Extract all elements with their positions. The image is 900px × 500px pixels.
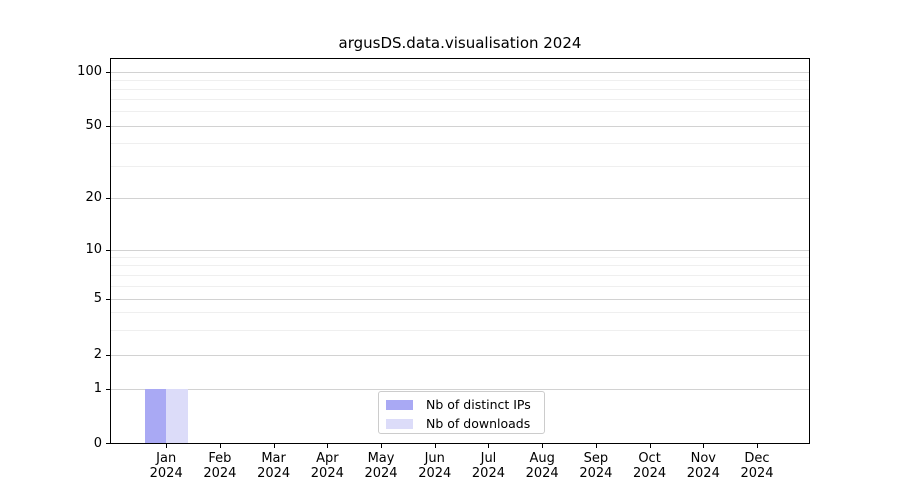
legend-row: Nb of downloads [379,414,544,433]
gridline-major [111,298,809,300]
x-tick-label-year: 2024 [364,466,398,481]
x-tick-mark [327,444,329,448]
x-tick-label: Aug 2024 [502,451,582,481]
x-tick-label: Apr 2024 [287,451,367,481]
gridline-minor [111,312,809,314]
y-tick-mark [106,388,111,390]
gridline-major [111,197,809,199]
bar-nb-of-distinct-ips-jan [144,389,167,443]
x-tick-label: May 2024 [341,451,421,481]
gridline-minor [111,111,809,113]
x-tick-label-year: 2024 [310,466,344,481]
x-tick-label: Dec 2024 [717,451,797,481]
x-tick-label: Feb 2024 [180,451,260,481]
x-tick-mark [703,444,705,448]
x-tick-label: Nov 2024 [663,451,743,481]
legend-label: Nb of distinct IPs [426,396,531,412]
x-tick-label-year: 2024 [633,466,667,481]
x-tick-label-year: 2024 [525,466,559,481]
x-tick-label-month: May [367,451,395,466]
y-tick-label: 2 [93,347,102,362]
legend-label: Nb of downloads [426,415,531,431]
gridline-major [111,125,809,127]
y-tick-label: 5 [93,291,102,306]
y-tick-mark [106,71,111,73]
x-tick-mark [434,444,436,448]
gridline-minor [111,256,809,258]
y-tick-label: 10 [85,242,102,257]
x-tick-mark [166,444,168,448]
y-tick-mark [106,354,111,356]
x-tick-label-year: 2024 [149,466,183,481]
legend: Nb of distinct IPs Nb of downloads [378,391,545,434]
y-tick-label: 50 [85,118,102,133]
x-tick-label: Oct 2024 [610,451,690,481]
x-tick-label: Jun 2024 [395,451,475,481]
gridline-minor [111,88,809,90]
x-tick-label-month: Mar [261,451,286,466]
bar-nb-of-downloads-jan [166,389,188,443]
y-tick-mark [106,249,111,251]
legend-swatch-nb-of-distinct-ips [386,399,413,410]
x-tick-label: Jul 2024 [448,451,528,481]
x-tick-mark [381,444,383,448]
x-tick-label-month: Apr [316,451,339,466]
chart-title: argusDS.data.visualisation 2024 [338,34,582,52]
gridline-minor [111,329,809,331]
gridline-major [111,71,809,73]
gridline-minor [111,265,809,267]
x-tick-label-year: 2024 [203,466,237,481]
x-tick-label-month: Dec [744,451,770,466]
y-tick-label: 20 [85,190,102,205]
x-tick-label-month: Feb [208,451,232,466]
y-tick-label: 100 [77,64,102,79]
x-tick-label-month: Oct [638,451,661,466]
y-tick-mark [106,298,111,300]
x-tick-label-year: 2024 [471,466,505,481]
x-tick-mark [219,444,221,448]
x-tick-mark [649,444,651,448]
x-tick-mark [757,444,758,448]
x-tick-label-year: 2024 [579,466,613,481]
plot-area [110,58,810,444]
x-tick-label-month: Aug [529,451,555,466]
legend-swatch-nb-of-downloads [386,418,413,429]
x-tick-label-year: 2024 [257,466,291,481]
gridline-minor [111,143,809,145]
gridline-minor [111,99,809,101]
gridline-major [111,354,809,356]
legend-row: Nb of distinct IPs [379,395,544,414]
x-tick-mark [542,444,544,448]
x-tick-label-month: Jul [480,451,497,466]
x-tick-label-year: 2024 [418,466,452,481]
x-tick-mark [273,444,275,448]
x-tick-label: Mar 2024 [234,451,314,481]
x-tick-label: Sep 2024 [556,451,636,481]
x-tick-label-month: Sep [583,451,609,466]
x-tick-mark [595,444,597,448]
gridline-minor [111,165,809,167]
gridline-minor [111,79,809,81]
gridline-major [111,249,809,251]
y-tick-mark [106,125,111,127]
y-tick-mark [106,197,111,199]
x-tick-label-year: 2024 [740,466,774,481]
x-tick-mark [488,444,490,448]
y-tick-mark [106,443,111,444]
x-tick-label-year: 2024 [686,466,720,481]
x-tick-label: Jan 2024 [126,451,206,481]
x-tick-label-month: Jun [424,451,445,466]
y-tick-label: 1 [93,381,102,396]
x-tick-label-month: Nov [690,451,716,466]
x-tick-label-month: Jan [156,451,177,466]
gridline-minor [111,285,809,287]
y-tick-label: 0 [93,435,102,451]
gridline-major [111,388,809,390]
gridline-minor [111,274,809,276]
